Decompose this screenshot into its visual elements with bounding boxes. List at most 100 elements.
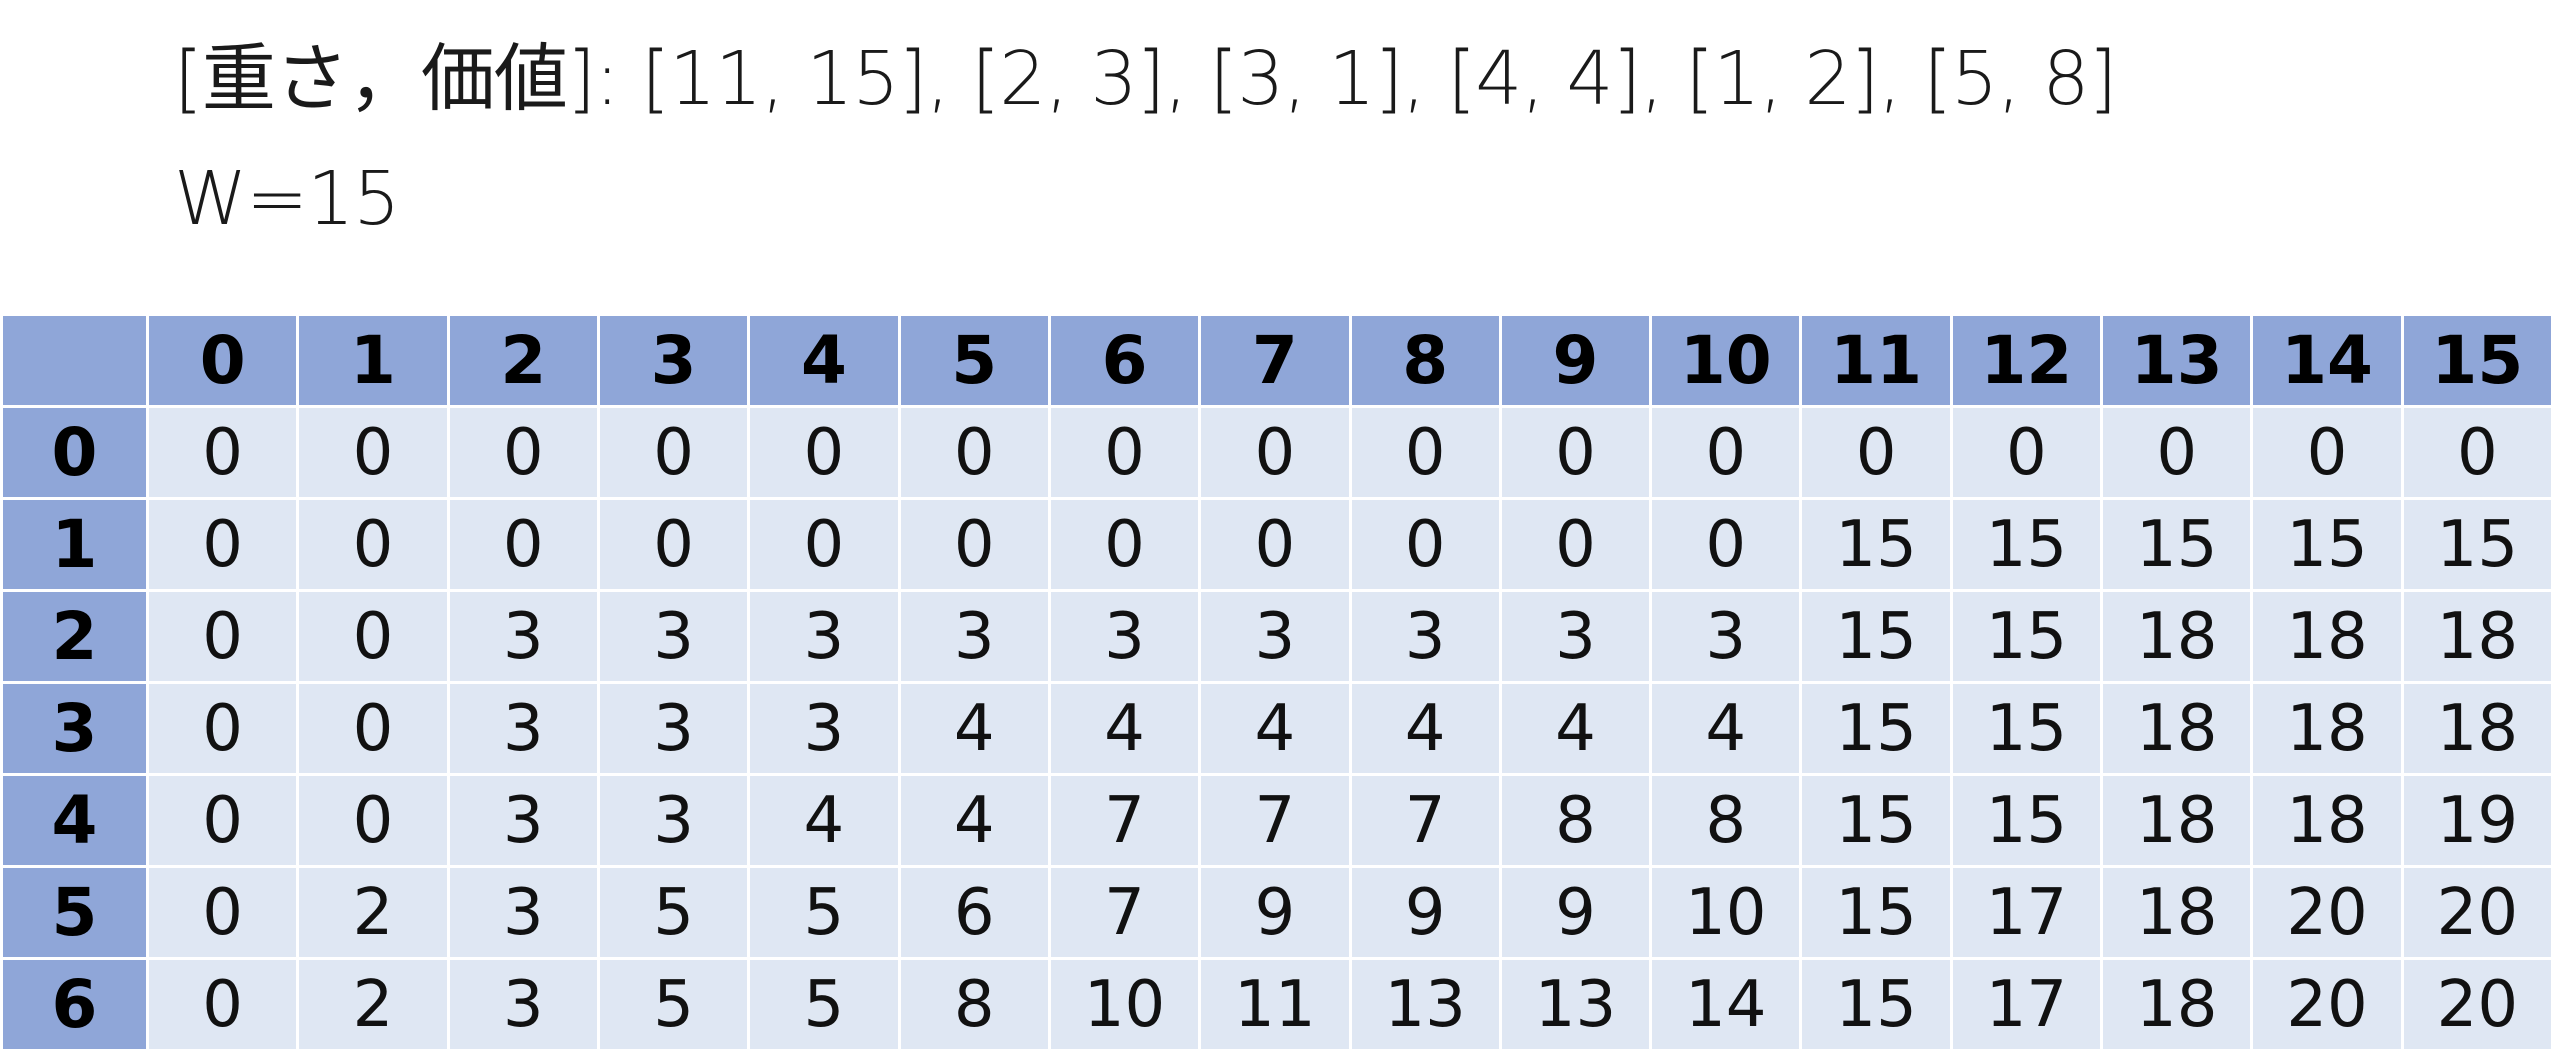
- table-cell: 15: [1949, 681, 2104, 776]
- table-cell: 18: [2400, 589, 2554, 684]
- table-cell: 7: [1047, 865, 1202, 960]
- row-header: 4: [0, 773, 149, 868]
- table-cell: 15: [2400, 497, 2554, 592]
- column-header: 8: [1348, 313, 1502, 408]
- table-cell: 4: [897, 681, 1051, 776]
- table-cell: 2: [296, 957, 450, 1052]
- table-cell: 3: [446, 681, 600, 776]
- table-row: 5 0 2 3 5 5 6 7 9 9 9 10 15 17 18 20 20: [0, 865, 2554, 960]
- table-cell: 0: [296, 589, 450, 684]
- table-cell: 20: [2400, 957, 2554, 1052]
- row-header: 3: [0, 681, 149, 776]
- table-cell: 0: [747, 405, 901, 500]
- table-cell: 18: [2100, 865, 2254, 960]
- column-header: 9: [1498, 313, 1653, 408]
- table-cell: 15: [1799, 773, 1953, 868]
- column-header: 14: [2250, 313, 2404, 408]
- table-cell: 0: [145, 865, 300, 960]
- table-row: 3 0 0 3 3 3 4 4 4 4 4 4 15 15 18 18 18: [0, 681, 2554, 776]
- table-cell: 0: [1498, 405, 1653, 500]
- table-row: 6 0 2 3 5 5 8 10 11 13 13 14 15 17 18 20 20: [0, 957, 2554, 1052]
- table-cell: 0: [2100, 405, 2254, 500]
- table-cell: 15: [1949, 773, 2104, 868]
- table-cell: 10: [1649, 865, 1803, 960]
- corner-cell: [0, 313, 149, 408]
- table-cell: 9: [1198, 865, 1352, 960]
- table-cell: 0: [296, 681, 450, 776]
- table-cell: 15: [1799, 957, 1953, 1052]
- table-cell: 5: [596, 957, 751, 1052]
- column-header: 12: [1949, 313, 2104, 408]
- row-header: 6: [0, 957, 149, 1052]
- table-cell: 0: [296, 497, 450, 592]
- table-cell: 15: [2250, 497, 2404, 592]
- table-cell: 3: [596, 681, 751, 776]
- table-cell: 0: [296, 773, 450, 868]
- table-cell: 18: [2400, 681, 2554, 776]
- table-cell: 3: [1198, 589, 1352, 684]
- table-cell: 15: [1949, 589, 2104, 684]
- table-cell: 3: [446, 773, 600, 868]
- table-cell: 3: [446, 589, 600, 684]
- column-header: 11: [1799, 313, 1953, 408]
- row-header: 1: [0, 497, 149, 592]
- table-cell: 18: [2250, 589, 2404, 684]
- table-cell: 7: [1047, 773, 1202, 868]
- table-cell: 3: [747, 681, 901, 776]
- table-cell: 18: [2100, 681, 2254, 776]
- table-cell: 0: [897, 497, 1051, 592]
- table-cell: 3: [897, 589, 1051, 684]
- table-cell: 7: [1348, 773, 1502, 868]
- capacity-line: W=15: [174, 156, 400, 242]
- column-header: 5: [897, 313, 1051, 408]
- table-cell: 17: [1949, 865, 2104, 960]
- table-cell: 0: [897, 405, 1051, 500]
- table-cell: 0: [1498, 497, 1653, 592]
- table-cell: 0: [145, 681, 300, 776]
- table-cell: 15: [2100, 497, 2254, 592]
- table-cell: 6: [897, 865, 1051, 960]
- column-header: 0: [145, 313, 300, 408]
- table-cell: 15: [1799, 497, 1953, 592]
- table-cell: 0: [145, 957, 300, 1052]
- table-cell: 0: [446, 497, 600, 592]
- table-body: 0 0 0 0 0 0 0 0 0 0 0 0 0 0 0 0 0 1 0 0 0 0 0 0 0 0 0 0 0 15 15 15 15 15 2…: [0, 405, 2554, 1052]
- table-cell: 0: [1047, 405, 1202, 500]
- table-cell: 3: [596, 589, 751, 684]
- table-cell: 20: [2250, 957, 2404, 1052]
- row-header: 2: [0, 589, 149, 684]
- table-cell: 0: [1198, 497, 1352, 592]
- table-cell: 18: [2100, 957, 2254, 1052]
- table-cell: 4: [897, 773, 1051, 868]
- table-cell: 2: [296, 865, 450, 960]
- table-cell: 18: [2100, 773, 2254, 868]
- table-cell: 15: [1799, 865, 1953, 960]
- column-header: 1: [296, 313, 450, 408]
- column-header: 3: [596, 313, 751, 408]
- table-cell: 3: [747, 589, 901, 684]
- table-cell: 8: [897, 957, 1051, 1052]
- table-cell: 0: [596, 497, 751, 592]
- table-cell: 4: [747, 773, 901, 868]
- table-cell: 0: [596, 405, 751, 500]
- table-cell: 0: [2250, 405, 2404, 500]
- table-cell: 18: [2250, 681, 2404, 776]
- table-cell: 0: [1949, 405, 2104, 500]
- table-cell: 4: [1348, 681, 1502, 776]
- table-cell: 11: [1198, 957, 1352, 1052]
- column-header: 7: [1198, 313, 1352, 408]
- table-cell: 20: [2400, 865, 2554, 960]
- table-cell: 0: [446, 405, 600, 500]
- column-header: 2: [446, 313, 600, 408]
- table-cell: 0: [1198, 405, 1352, 500]
- column-header: 15: [2400, 313, 2554, 408]
- table-cell: 10: [1047, 957, 1202, 1052]
- table-cell: 18: [2250, 773, 2404, 868]
- table-cell: 0: [145, 405, 300, 500]
- table-row: 1 0 0 0 0 0 0 0 0 0 0 0 15 15 15 15 15: [0, 497, 2554, 592]
- table-cell: 3: [596, 773, 751, 868]
- table-cell: 4: [1498, 681, 1653, 776]
- table-cell: 15: [1949, 497, 2104, 592]
